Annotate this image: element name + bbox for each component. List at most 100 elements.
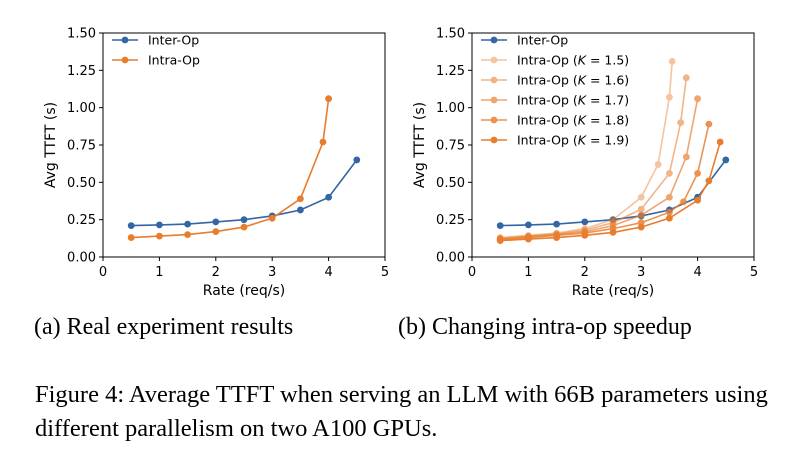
data-point [666,208,673,216]
data-point [637,193,645,201]
series-2 [127,95,332,241]
data-point [127,234,135,241]
data-point [666,193,673,201]
data-point [156,221,163,229]
legend: Inter-Op Intra-Op [112,33,200,68]
axes-frame [102,32,386,258]
data-point [680,198,687,206]
y-tick-label: 0.25 [67,213,96,228]
data-point [553,234,560,241]
data-point [705,177,713,185]
series-line [500,141,721,242]
data-point [581,218,589,226]
data-point [496,237,504,244]
x-tick-label: 4 [324,265,332,280]
data-point [694,95,701,103]
data-point [319,138,327,146]
legend-dot [490,136,498,144]
chart-panel-2: 0 1 2 3 4 5 0.00 0.25 0.50 0.75 1.00 1.25 1.50 Rate (… [412,27,758,300]
y-tick-label: 1.25 [67,64,96,79]
data-point [240,223,248,231]
x-tick-label: 1 [524,265,532,280]
subcaption-a: (a) Real experiment results [34,314,294,340]
legend: Inter-Op Intra-Op (K = 1.5) Intra-Op (K = … [481,33,629,148]
data-point [682,74,690,82]
data-point [609,228,617,236]
data-point [353,156,361,164]
legend-label: Intra-Op [148,53,200,68]
x-tick-label: 0 [99,265,107,280]
data-point [666,169,673,177]
x-axis-label: Rate (req/s) [203,283,285,299]
data-point [666,214,673,222]
data-point [553,220,560,228]
legend-label: Intra-Op (K = 1.6) [517,73,629,88]
data-point [184,231,192,239]
data-point [694,196,701,204]
y-tick-label: 0.50 [67,176,96,191]
data-point [496,222,504,230]
data-point [654,161,662,168]
x-tick-label: 1 [155,265,163,280]
x-tick-label: 5 [381,265,389,280]
data-point [694,169,701,177]
x-tick-label: 3 [637,265,645,280]
data-point [156,232,163,240]
data-point [325,193,332,201]
legend-marker [112,36,138,44]
y-tick-label: 1.00 [67,101,96,116]
y-tick-label: 1.00 [436,101,465,116]
legend-dot [490,36,498,44]
chart-panel-1: 0 1 2 3 4 5 0.00 0.25 0.50 0.75 1.00 1.25 1.50 Rate (… [43,27,389,300]
data-point [722,156,730,164]
data-point [525,221,532,229]
legend-marker [481,136,507,144]
legend-label: Intra-Op (K = 1.9) [517,133,629,148]
legend-marker [481,56,507,64]
data-point [677,119,685,126]
x-tick-label: 5 [750,265,758,280]
y-tick-label: 0.00 [67,251,96,266]
series-line [131,98,330,239]
x-tick-label: 4 [693,265,701,280]
legend-dot [490,116,498,124]
y-tick-label: 0.75 [436,139,465,154]
series-line [500,159,727,227]
data-point [240,216,248,224]
y-tick-label: 1.25 [436,64,465,79]
legend-marker [112,56,138,64]
data-point [581,231,589,239]
data-point [637,211,645,219]
x-tick-label: 2 [212,265,220,280]
legend-label: Intra-Op (K = 1.8) [517,113,629,128]
legend-label: Inter-Op [148,33,199,48]
legend-label: Inter-Op [517,33,568,48]
data-point [212,228,220,236]
legend-dot [490,96,498,104]
data-point [297,195,304,203]
data-point [212,218,220,226]
data-point [325,95,332,103]
data-point [668,57,676,65]
y-tick-label: 0.50 [436,176,465,191]
series-line [131,159,358,227]
data-point [637,205,645,213]
legend-dot [121,56,129,64]
legend-dot [121,36,129,44]
y-tick-label: 1.50 [67,27,96,42]
legend-marker [481,96,507,104]
data-point [127,222,135,230]
legend-marker [481,76,507,84]
data-point [682,153,690,161]
x-tick-label: 0 [468,265,476,280]
series-line [500,123,710,241]
figure-caption: Figure 4: Average TTFT when serving an L… [35,381,768,442]
legend-label: Intra-Op (K = 1.5) [517,53,629,68]
legend-marker [481,116,507,124]
y-axis-label: Avg TTFT (s) [412,102,428,188]
y-tick-label: 1.50 [436,27,465,42]
data-point [637,223,645,231]
data-point [666,93,673,101]
data-point [705,120,713,128]
y-tick-label: 0.75 [67,139,96,154]
